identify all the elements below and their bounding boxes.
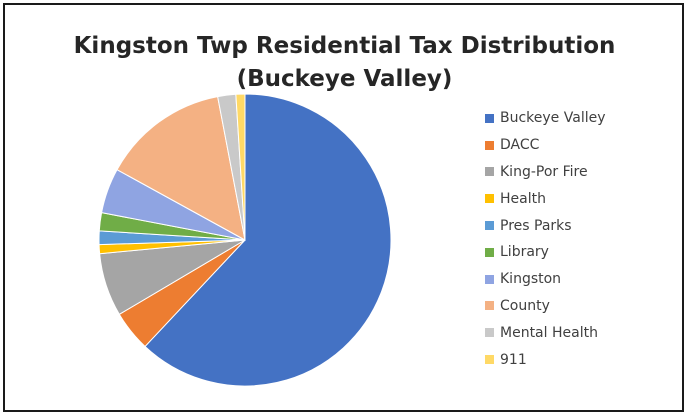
legend-swatch bbox=[485, 140, 494, 150]
legend-item-dacc: DACC bbox=[485, 132, 685, 159]
legend-label: Buckeye Valley bbox=[500, 110, 606, 127]
pie-slice-buckeye-valley bbox=[144, 93, 392, 387]
legend-label: Health bbox=[500, 190, 546, 207]
legend-swatch bbox=[485, 194, 494, 204]
legend-swatch bbox=[485, 221, 494, 231]
legend-label: Mental Health bbox=[500, 324, 598, 341]
chart-title: Kingston Twp Residential Tax Distributio… bbox=[73, 33, 616, 59]
legend-label: King-Por Fire bbox=[500, 163, 588, 180]
legend-swatch bbox=[485, 328, 494, 338]
legend-label: County bbox=[500, 297, 550, 314]
legend-swatch bbox=[485, 113, 494, 123]
legend-label: Kingston bbox=[500, 271, 562, 288]
legend-swatch bbox=[485, 247, 494, 257]
legend-item-911: 911 bbox=[485, 346, 685, 373]
pie-slice-911 bbox=[235, 93, 246, 241]
legend-item-mental-health: Mental Health bbox=[485, 319, 685, 346]
legend-item-library: Library bbox=[485, 239, 685, 266]
legend-label: Library bbox=[500, 244, 549, 261]
legend-label: DACC bbox=[500, 137, 540, 154]
legend-label: Pres Parks bbox=[500, 217, 572, 234]
legend-label: 911 bbox=[500, 351, 527, 368]
pie-slice-county bbox=[116, 96, 246, 241]
legend-item-buckeye-valley: Buckeye Valley bbox=[485, 105, 685, 132]
chart-subtitle: (Buckeye Valley) bbox=[236, 66, 453, 92]
legend-item-pres-parks: Pres Parks bbox=[485, 212, 685, 239]
legend-swatch bbox=[485, 274, 494, 284]
legend-item-county: County bbox=[485, 293, 685, 320]
legend-item-kingston: Kingston bbox=[485, 266, 685, 293]
legend-item-health: Health bbox=[485, 185, 685, 212]
legend-swatch bbox=[485, 301, 494, 311]
legend-swatch bbox=[485, 167, 494, 177]
legend: Buckeye Valley DACC King-Por Fire Health Pre… bbox=[485, 105, 685, 373]
legend-item-king-por-fire: King-Por Fire bbox=[485, 159, 685, 186]
legend-swatch bbox=[485, 355, 494, 365]
